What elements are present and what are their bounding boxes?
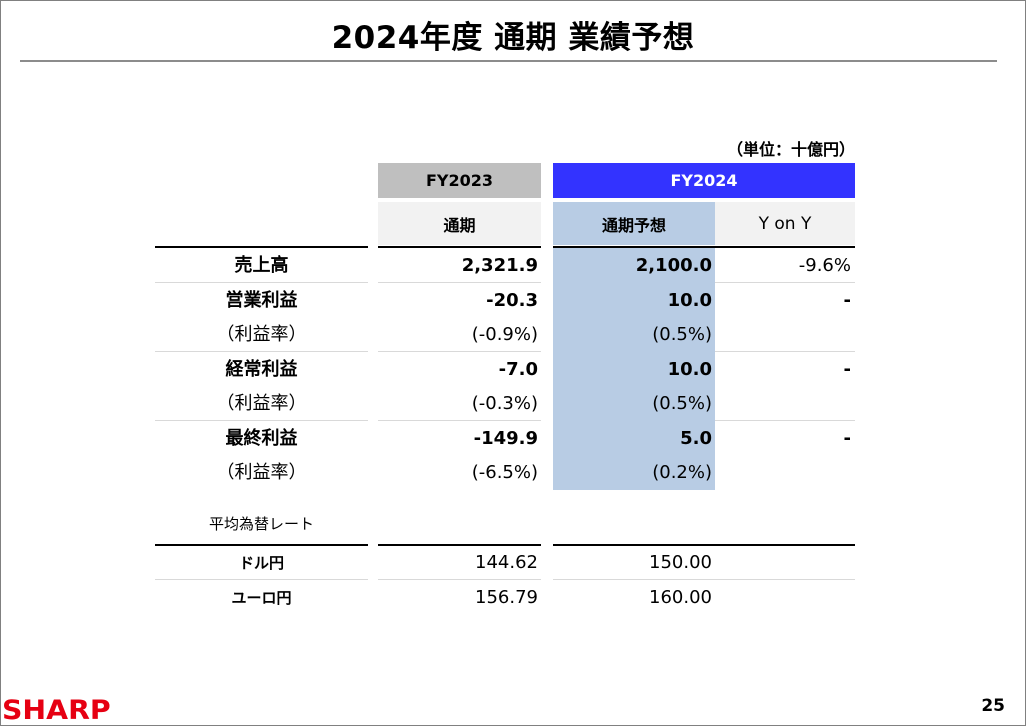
yoy-value — [715, 456, 851, 490]
fy2023-value: (-0.3%) — [471, 393, 538, 414]
fx-rate-title: 平均為替レート — [208, 515, 314, 533]
row-separator — [715, 420, 855, 421]
row-separator — [155, 351, 368, 352]
row-label: 最終利益 — [225, 428, 298, 449]
header-fy2024: FY2024 — [553, 163, 855, 198]
yoy-value: - — [843, 290, 851, 311]
row-label: 営業利益 — [225, 290, 298, 311]
fy2023-value: -20.3 — [486, 290, 538, 311]
fy2023-value: 2,321.9 — [461, 255, 538, 276]
yoy-value: - — [843, 359, 851, 380]
table-row: （利益率） (-0.9%) (0.5%) — [0, 318, 1026, 352]
fx-fy2024-value: 150.00 — [649, 552, 712, 573]
row-separator — [715, 282, 855, 283]
subheader-yoy: Y on Y — [715, 202, 855, 245]
row-label: 経常利益 — [225, 359, 298, 380]
row-separator — [553, 579, 855, 580]
fy2024-value: (0.2%) — [652, 462, 712, 483]
yoy-value: -9.6% — [798, 255, 851, 276]
fy2024-value: (0.5%) — [652, 393, 712, 414]
fy2023-value: -149.9 — [473, 428, 538, 449]
yoy-value — [715, 387, 851, 421]
row-separator — [378, 420, 541, 421]
subheader-fy2023-full-year: 通期 — [378, 202, 541, 245]
slide-title: 2024年度 通期 業績予想 — [331, 20, 695, 56]
sharp-logo: SHARP — [2, 695, 111, 726]
table-row: （利益率） (-6.5%) (0.2%) — [0, 456, 1026, 490]
fx-rule — [553, 544, 855, 546]
row-separator — [155, 420, 368, 421]
forecast-column-shade — [553, 248, 715, 490]
unit-label: （単位：十億円） — [726, 140, 855, 159]
fy2024-value: (0.5%) — [652, 324, 712, 345]
row-label: （利益率） — [216, 393, 307, 414]
row-separator — [155, 579, 368, 580]
row-label: （利益率） — [216, 462, 307, 483]
fx-row: ユーロ円 156.79 160.00 — [0, 581, 1026, 615]
table-rule — [155, 246, 368, 248]
table-row: （利益率） (-0.3%) (0.5%) — [0, 387, 1026, 421]
row-separator — [155, 282, 368, 283]
fy2024-value: 5.0 — [680, 428, 712, 449]
row-separator — [715, 351, 855, 352]
fy2023-value: (-6.5%) — [471, 462, 538, 483]
row-separator — [378, 579, 541, 580]
fx-rule — [378, 544, 541, 546]
fx-fy2023-value: 144.62 — [475, 552, 538, 573]
yoy-value: - — [843, 428, 851, 449]
yoy-value — [715, 318, 851, 352]
table-row: 最終利益 -149.9 5.0 - — [0, 422, 1026, 456]
table-rule — [553, 246, 855, 248]
header-fy2023: FY2023 — [378, 163, 541, 198]
fy2024-value: 10.0 — [667, 359, 712, 380]
table-rule — [378, 246, 541, 248]
fx-label: ユーロ円 — [231, 589, 292, 607]
page-number: 25 — [981, 696, 1005, 716]
fx-rule — [155, 544, 368, 546]
table-row: 経常利益 -7.0 10.0 - — [0, 353, 1026, 387]
fy2023-value: -7.0 — [498, 359, 538, 380]
fx-label: ドル円 — [238, 554, 284, 572]
table-row: 営業利益 -20.3 10.0 - — [0, 284, 1026, 318]
subheader-fy2024-forecast: 通期予想 — [553, 202, 715, 245]
fx-row: ドル円 144.62 150.00 — [0, 546, 1026, 580]
row-label: （利益率） — [216, 324, 307, 345]
row-separator — [378, 282, 541, 283]
row-label: 売上高 — [234, 255, 289, 276]
row-separator — [378, 351, 541, 352]
fy2024-value: 2,100.0 — [635, 255, 712, 276]
title-divider — [20, 60, 997, 62]
fx-fy2023-value: 156.79 — [475, 587, 538, 608]
fy2024-value: 10.0 — [667, 290, 712, 311]
fy2023-value: (-0.9%) — [471, 324, 538, 345]
fx-fy2024-value: 160.00 — [649, 587, 712, 608]
table-row: 売上高 2,321.9 2,100.0 -9.6% — [0, 249, 1026, 283]
